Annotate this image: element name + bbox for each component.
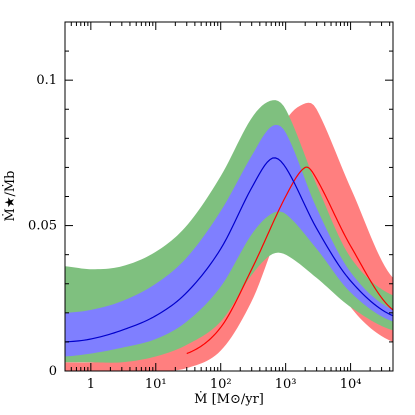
x-axis-label: Ṁ [M⊙/yr] (194, 390, 264, 407)
y-tick-label: 0 (49, 364, 57, 379)
x-tick-label: 1 (87, 377, 95, 392)
y-tick-label: 0.05 (28, 219, 57, 234)
axis-layer: 1 10¹ 10² 10³ 10⁴ 0 0.05 0.1 (28, 22, 393, 392)
data-layer (64, 100, 394, 371)
x-tick-label: 10⁴ (340, 377, 362, 392)
x-tick-label: 10³ (275, 377, 297, 392)
y-tick-label: 0.1 (36, 73, 57, 88)
y-axis-label: Ṁ★/Ṁb (1, 171, 18, 222)
line-series-4 (64, 157, 394, 343)
band-series-2 (65, 124, 393, 357)
x-tick-label: 10² (210, 377, 232, 392)
line-series-3 (186, 166, 394, 355)
x-tick-label: 10¹ (145, 377, 167, 392)
